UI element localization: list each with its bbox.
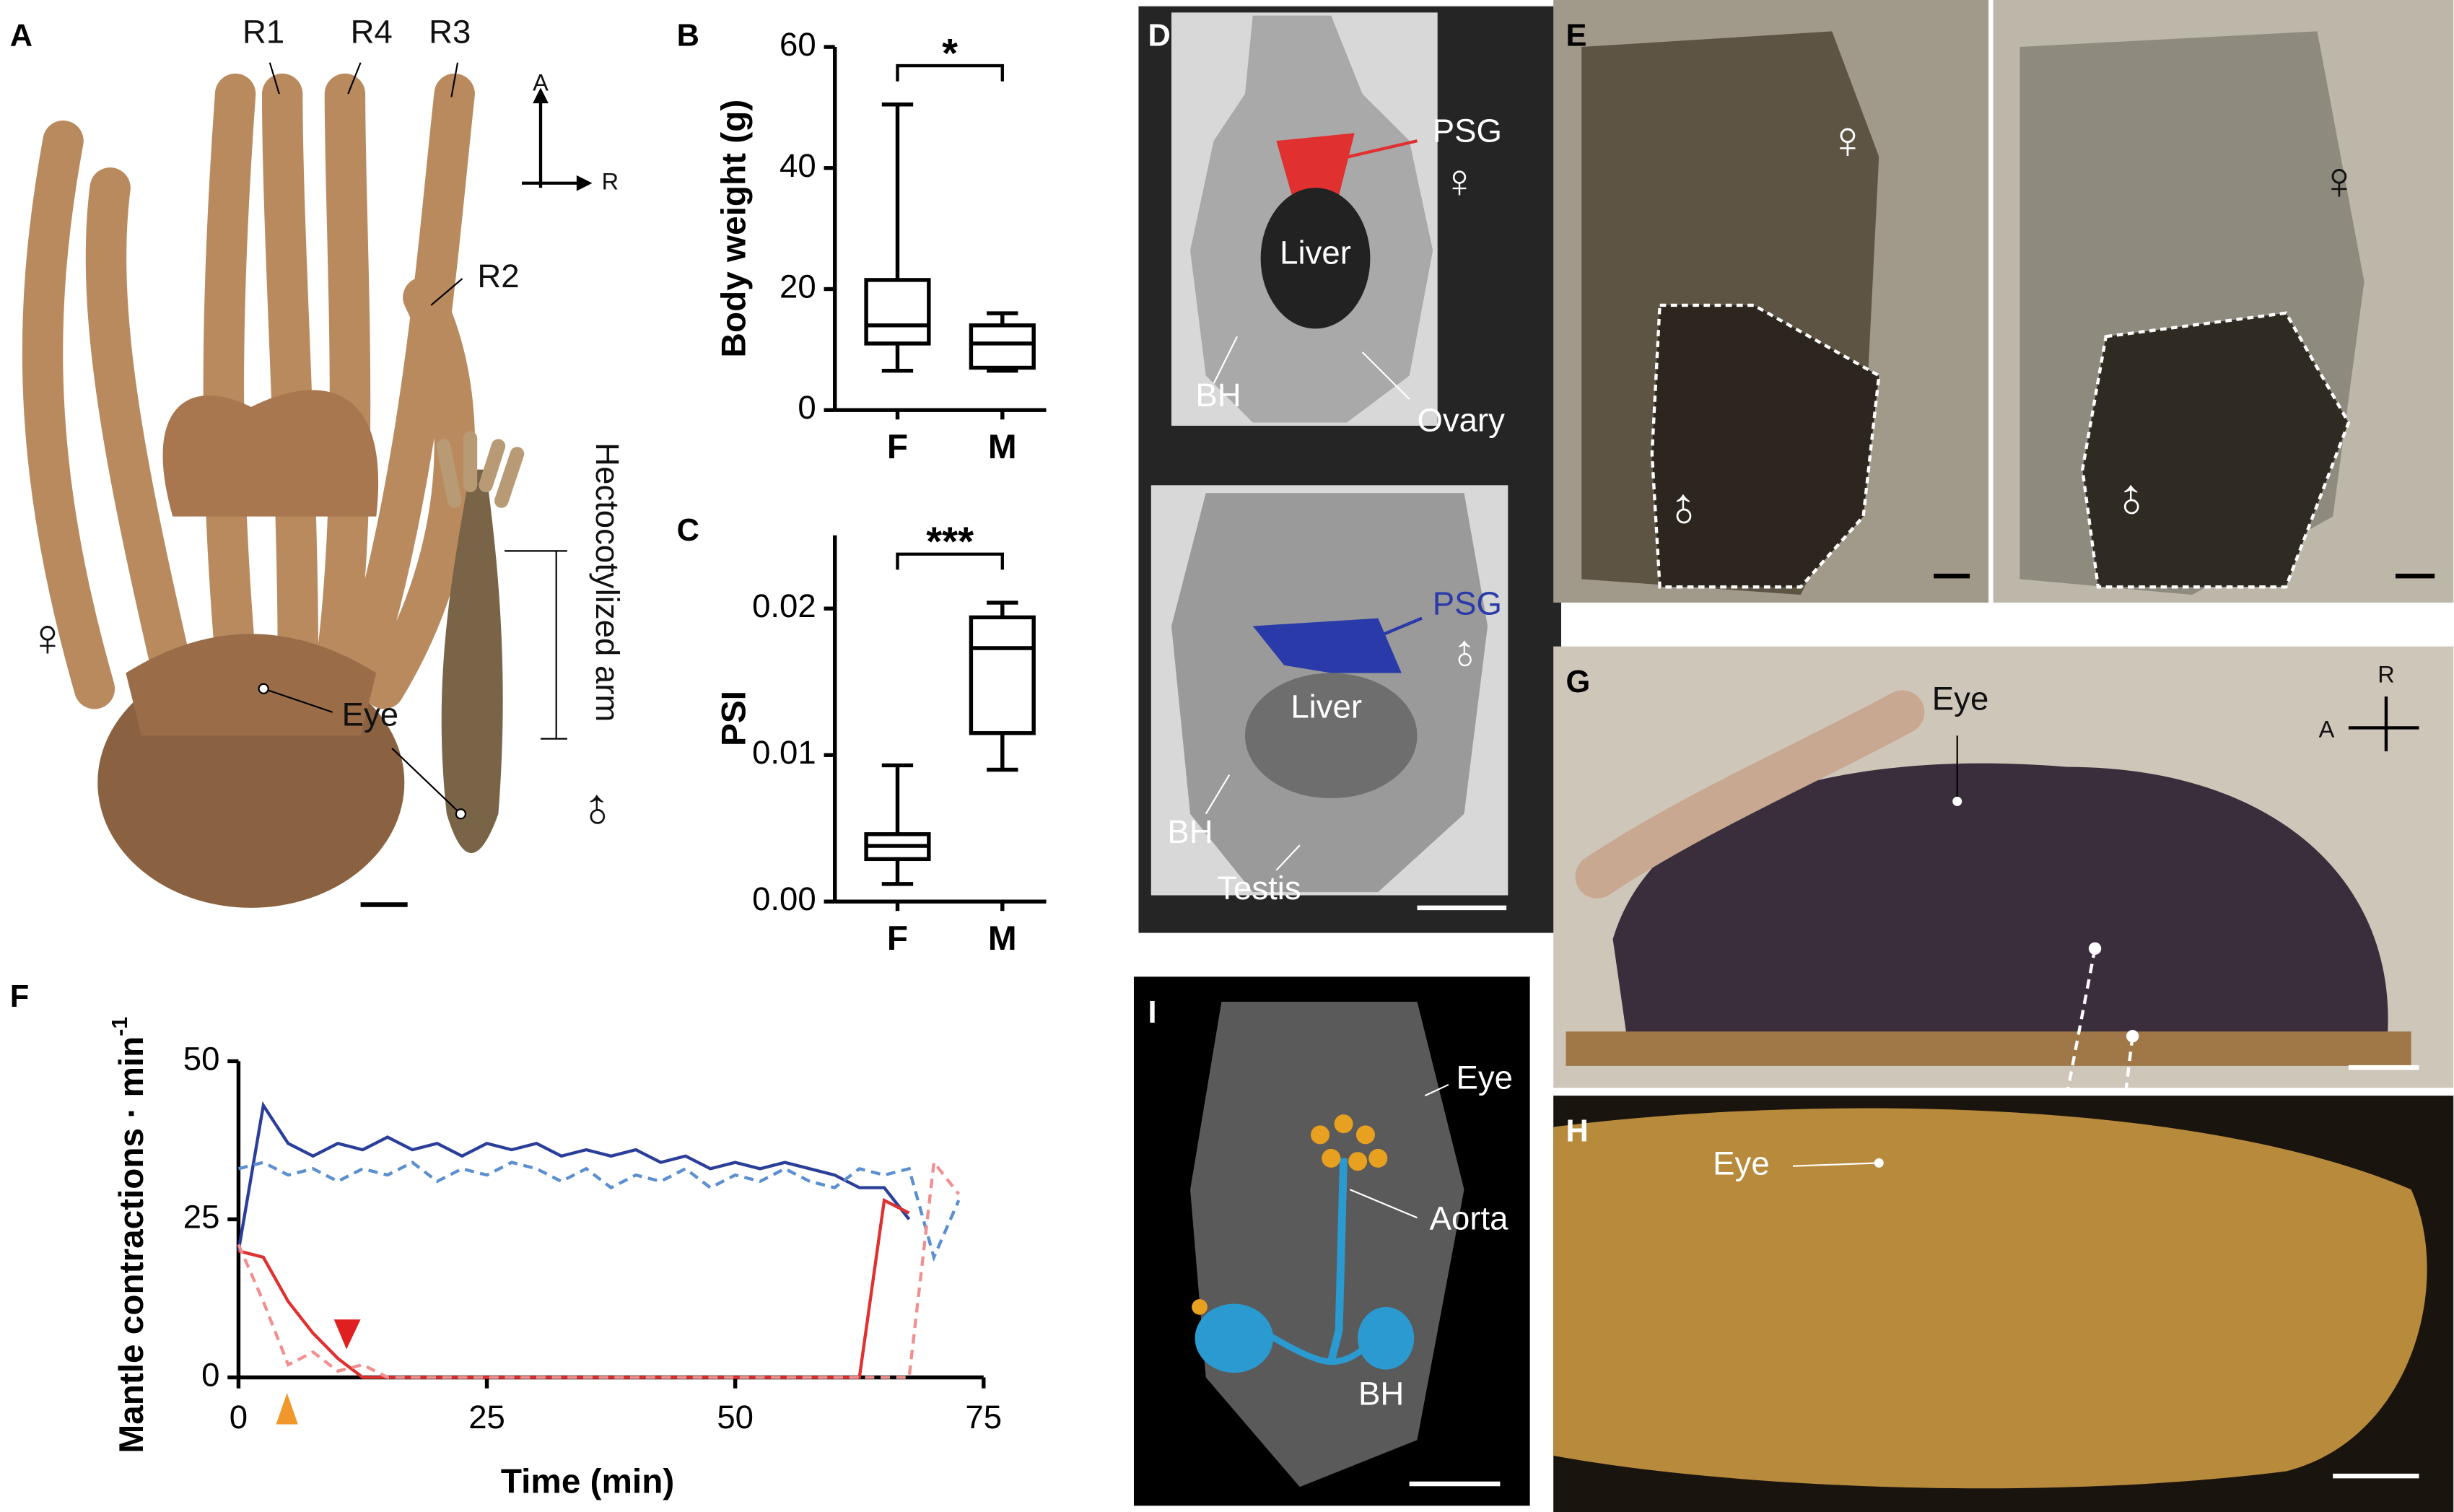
bh-label: BH (1167, 813, 1213, 850)
arm-label: R2 (477, 258, 519, 294)
panel-label: B (677, 19, 699, 53)
sex-symbol: ♂ (562, 776, 632, 847)
arrowheads (276, 1319, 361, 1425)
y-tick-label: 0.00 (752, 880, 816, 917)
eye-label: Eye (342, 696, 398, 733)
y-tick-label: 0 (201, 1357, 219, 1394)
eye-label: Eye (1713, 1145, 1769, 1182)
liver-label: Liver (1280, 235, 1351, 271)
x-tick-label: M (988, 919, 1017, 958)
axis-label: A (2319, 716, 2335, 742)
sex-symbol: ♀ (1442, 154, 1477, 207)
y-axis-label: Mantle contractions · min-1 (108, 1017, 151, 1454)
panel-label: E (1566, 19, 1587, 53)
y-tick-label: 60 (780, 26, 816, 63)
axis-label: R (2377, 661, 2394, 687)
line-series (237, 1101, 911, 1251)
render-i (1133, 976, 1530, 1506)
y-axis-label: PSI (715, 691, 754, 746)
panel-label: G (1566, 665, 1591, 699)
axis-label: A (533, 70, 549, 96)
sex-symbol: ♀ (2319, 150, 2359, 210)
eye-label: Eye (1457, 1059, 1513, 1096)
x-tick-label: 75 (965, 1399, 1002, 1435)
line-series (237, 1158, 961, 1379)
panel-label: C (677, 513, 699, 548)
testis-label: Testis (1217, 870, 1301, 906)
x-tick-label: M (988, 428, 1017, 466)
panel-label: F (10, 979, 29, 1014)
x-tick-label: 25 (468, 1399, 505, 1435)
box (864, 278, 931, 346)
sex-symbol: ♀ (27, 608, 67, 668)
box (969, 615, 1036, 735)
x-tick-label: F (887, 919, 908, 958)
x-axis-label: Time (min) (501, 1463, 674, 1501)
arm-label: R1 (243, 14, 284, 51)
significance-bracket (896, 64, 1004, 82)
panel-label: H (1566, 1114, 1589, 1149)
y-tick-label: 0.01 (752, 734, 816, 771)
sex-symbol: ♀ (1828, 110, 1867, 170)
line-series (237, 1197, 910, 1379)
arm-label: R3 (429, 14, 471, 51)
aorta-label: Aorta (1430, 1200, 1509, 1237)
liver-label: Liver (1291, 688, 1362, 725)
x-tick-label: 0 (230, 1399, 248, 1435)
photo-g (1553, 646, 2454, 1386)
psg-label: PSG (1433, 585, 1502, 621)
y-tick-label: 0 (798, 389, 816, 426)
significance-bracket (896, 552, 1004, 570)
photo-a (22, 62, 593, 908)
psg-label: PSG (1433, 112, 1502, 149)
x-tick-label: F (887, 428, 908, 466)
scan-d (1138, 6, 1562, 933)
y-tick-label: 0.02 (752, 587, 816, 624)
line-series (237, 1161, 961, 1262)
y-axis-label-text: Mantle contractions · min (113, 1036, 151, 1454)
hectocotylized-label: Hectocotylized arm (589, 442, 626, 722)
panel-label: D (1148, 19, 1170, 53)
significance: * (942, 30, 958, 76)
y-tick-label: 20 (780, 268, 816, 305)
y-axis-label: Body weight (g) (715, 100, 754, 358)
y-tick-label: 50 (183, 1040, 220, 1077)
photo-e (1553, 0, 2454, 603)
y-axis-label-sup: -1 (108, 1017, 132, 1036)
bh-label: BH (1358, 1376, 1404, 1412)
ovary-label: Ovary (1418, 402, 1506, 439)
arm-label: R4 (351, 14, 393, 51)
eye-label: Eye (1932, 681, 1988, 717)
y-tick-label: 40 (780, 147, 816, 184)
significance: *** (926, 519, 974, 564)
panel-label: A (10, 19, 32, 53)
box (969, 323, 1036, 370)
photo-h (1553, 1096, 2454, 1512)
bh-label: BH (1195, 377, 1241, 414)
axis-label: R (602, 168, 619, 194)
panel-label: I (1148, 995, 1156, 1030)
x-tick-label: 50 (717, 1399, 754, 1435)
y-tick-label: 25 (183, 1198, 220, 1235)
